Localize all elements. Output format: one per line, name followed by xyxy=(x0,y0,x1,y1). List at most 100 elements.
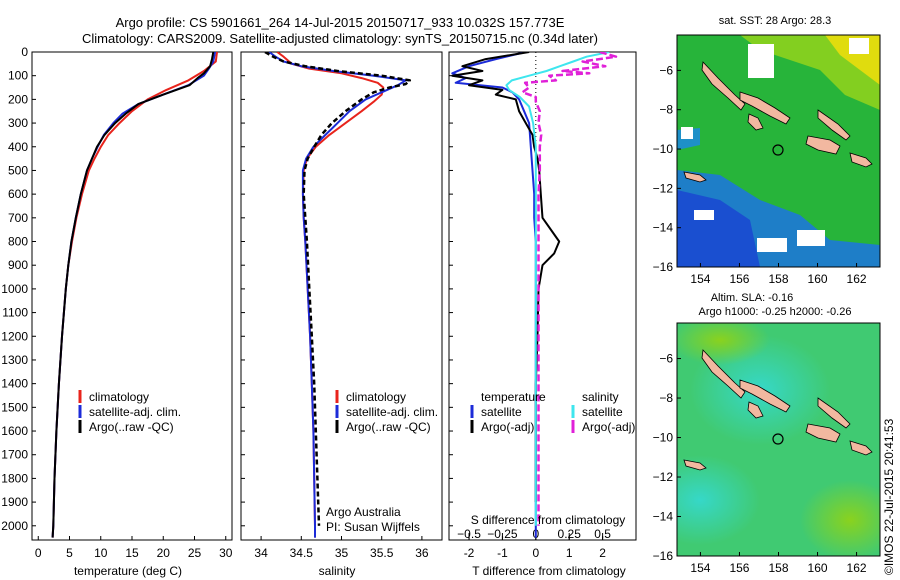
argo-location-marker xyxy=(772,144,784,156)
x-tick-label: 34.5 xyxy=(290,546,314,560)
depth-tick-label: 1900 xyxy=(1,495,28,509)
x-tick-label: 35.5 xyxy=(370,546,394,560)
island-makira xyxy=(849,440,873,456)
salinity-xlabel: salinity xyxy=(319,564,356,578)
temperature-xlabel: temperature (deg C) xyxy=(74,564,182,578)
island-santa-isabel xyxy=(739,379,791,413)
x-tick-label: 10 xyxy=(94,546,108,560)
x-tick-label: 20 xyxy=(157,546,171,560)
legend-label-climatology: climatology xyxy=(89,390,149,404)
x-tick-label: 2 xyxy=(599,546,606,560)
cloud-mask xyxy=(849,38,869,54)
x-tick-label: 0 xyxy=(532,546,539,560)
cloud-mask xyxy=(748,44,774,78)
salinity-legend: climatology satellite-adj. clim. Argo(..… xyxy=(326,390,438,534)
sla-map-title-line2: Argo h1000: -0.25 h2000: -0.26 xyxy=(699,306,852,318)
map-y-tick-label: −14 xyxy=(653,510,674,524)
s-tick-label: 0.5 xyxy=(594,527,611,541)
legend-label-s-satellite: satellite xyxy=(582,405,623,419)
x-tick-label: 30 xyxy=(219,546,233,560)
sst-map-title: sat. SST: 28 Argo: 28.3 xyxy=(719,15,832,27)
difference-x-axis: -2 -1 0 1 2−0.5 −0.25 0 0.25 0.5 xyxy=(457,527,611,560)
island-santa-isabel xyxy=(739,91,791,125)
legend-label-satellite: satellite-adj. clim. xyxy=(346,405,438,419)
imos-credit: ©IMOS 22-Jul-2015 20:41:53 xyxy=(882,418,896,575)
map-x-tick-label: 154 xyxy=(690,272,710,286)
s-tick-label: 0.25 xyxy=(558,527,582,541)
island-rennell-reef xyxy=(683,171,707,183)
cloud-mask xyxy=(694,210,714,220)
depth-tick-label: 800 xyxy=(8,235,28,249)
map-y-tick-label: −12 xyxy=(653,181,674,195)
legend-label-satellite: satellite-adj. clim. xyxy=(89,405,181,419)
salinity-x-axis: 34 34.5 35 35.5 36 xyxy=(254,536,429,560)
legend-label-t-argo: Argo(-adj) xyxy=(481,420,534,434)
cloud-mask xyxy=(757,238,787,252)
x-tick-label: 0 xyxy=(35,546,42,560)
temperature-axes xyxy=(31,51,233,541)
sla-map-image xyxy=(677,323,880,556)
map-y-tick-label: −16 xyxy=(653,549,674,563)
island-choiseul xyxy=(701,349,746,399)
cloud-mask xyxy=(797,230,825,246)
sst-map-image xyxy=(677,35,880,267)
map-y-tick-label: −8 xyxy=(659,391,673,405)
depth-tick-label: 700 xyxy=(8,211,28,225)
legend-salinity-title: salinity xyxy=(582,390,619,404)
map-y-tick-label: −10 xyxy=(653,142,674,156)
map-y-tick-label: −6 xyxy=(659,352,673,366)
depth-tick-label: 2000 xyxy=(1,519,28,533)
map-y-tick-label: −10 xyxy=(653,431,674,445)
series-line-climatology xyxy=(51,52,218,538)
x-tick-label: 34 xyxy=(254,546,268,560)
depth-tick-label: 1300 xyxy=(1,353,28,367)
island-guadalcanal xyxy=(805,423,841,443)
series-line-t-satellite xyxy=(451,52,537,538)
series-line-s-argo-adj- xyxy=(521,52,618,526)
island-makira xyxy=(849,152,873,168)
sst-coolest-region xyxy=(677,190,760,267)
difference-axes xyxy=(448,51,637,541)
depth-tick-label: 200 xyxy=(8,92,28,106)
depth-tick-label: 1200 xyxy=(1,329,28,343)
difference-legend: temperature satellite Argo(-adj) salinit… xyxy=(470,390,635,434)
depth-tick-label: 500 xyxy=(8,163,28,177)
difference-xlabel-bottom: T difference from climatology xyxy=(472,564,626,578)
island-choiseul xyxy=(701,61,746,111)
sla-low-region xyxy=(677,455,760,545)
temperature-x-axis: 0 5 10 15 20 25 30 xyxy=(35,536,233,560)
depth-tick-label: 100 xyxy=(8,69,28,83)
cloud-mask xyxy=(681,127,693,139)
difference-lines xyxy=(451,52,618,540)
map-x-tick-label: 154 xyxy=(690,561,710,575)
figure-title-line1: Argo profile: CS 5901661_264 14-Jul-2015… xyxy=(116,15,565,30)
series-line-satellite-adj-clim- xyxy=(51,52,217,538)
island-rennell-reef xyxy=(683,459,707,471)
series-line-s-satellite xyxy=(505,52,610,526)
map-y-tick-label: −14 xyxy=(653,221,674,235)
x-tick-label: 35 xyxy=(335,546,349,560)
depth-tick-label: 0 xyxy=(21,45,28,59)
series-line-argo xyxy=(51,52,215,538)
map-x-tick-label: 162 xyxy=(847,561,867,575)
depth-tick-label: 1100 xyxy=(2,306,28,320)
island-new-georgia xyxy=(747,113,764,131)
s-tick-label: −0.25 xyxy=(487,527,518,541)
depth-tick-label: 1800 xyxy=(1,471,28,485)
depth-tick-label: 1400 xyxy=(1,377,28,391)
x-tick-label: -1 xyxy=(497,546,508,560)
depth-tick-label: 1000 xyxy=(1,282,28,296)
map-x-tick-label: 158 xyxy=(768,272,788,286)
map-x-tick-label: 160 xyxy=(808,561,828,575)
map-y-tick-label: −16 xyxy=(653,260,674,274)
island-new-georgia xyxy=(747,401,764,419)
difference-xlabel-top: S difference from climatology xyxy=(471,513,626,527)
island-malaita xyxy=(817,397,851,429)
argo-location-marker xyxy=(772,433,784,445)
legend-label-argo: Argo(..raw -QC) xyxy=(89,420,174,434)
sst-map-axes: 154 156 158 160 162 −6 −8 −10 −12 −14 −16 xyxy=(653,63,867,286)
map-y-tick-label: −6 xyxy=(659,63,673,77)
x-tick-label: 1 xyxy=(566,546,573,560)
sla-high-region xyxy=(800,480,880,556)
